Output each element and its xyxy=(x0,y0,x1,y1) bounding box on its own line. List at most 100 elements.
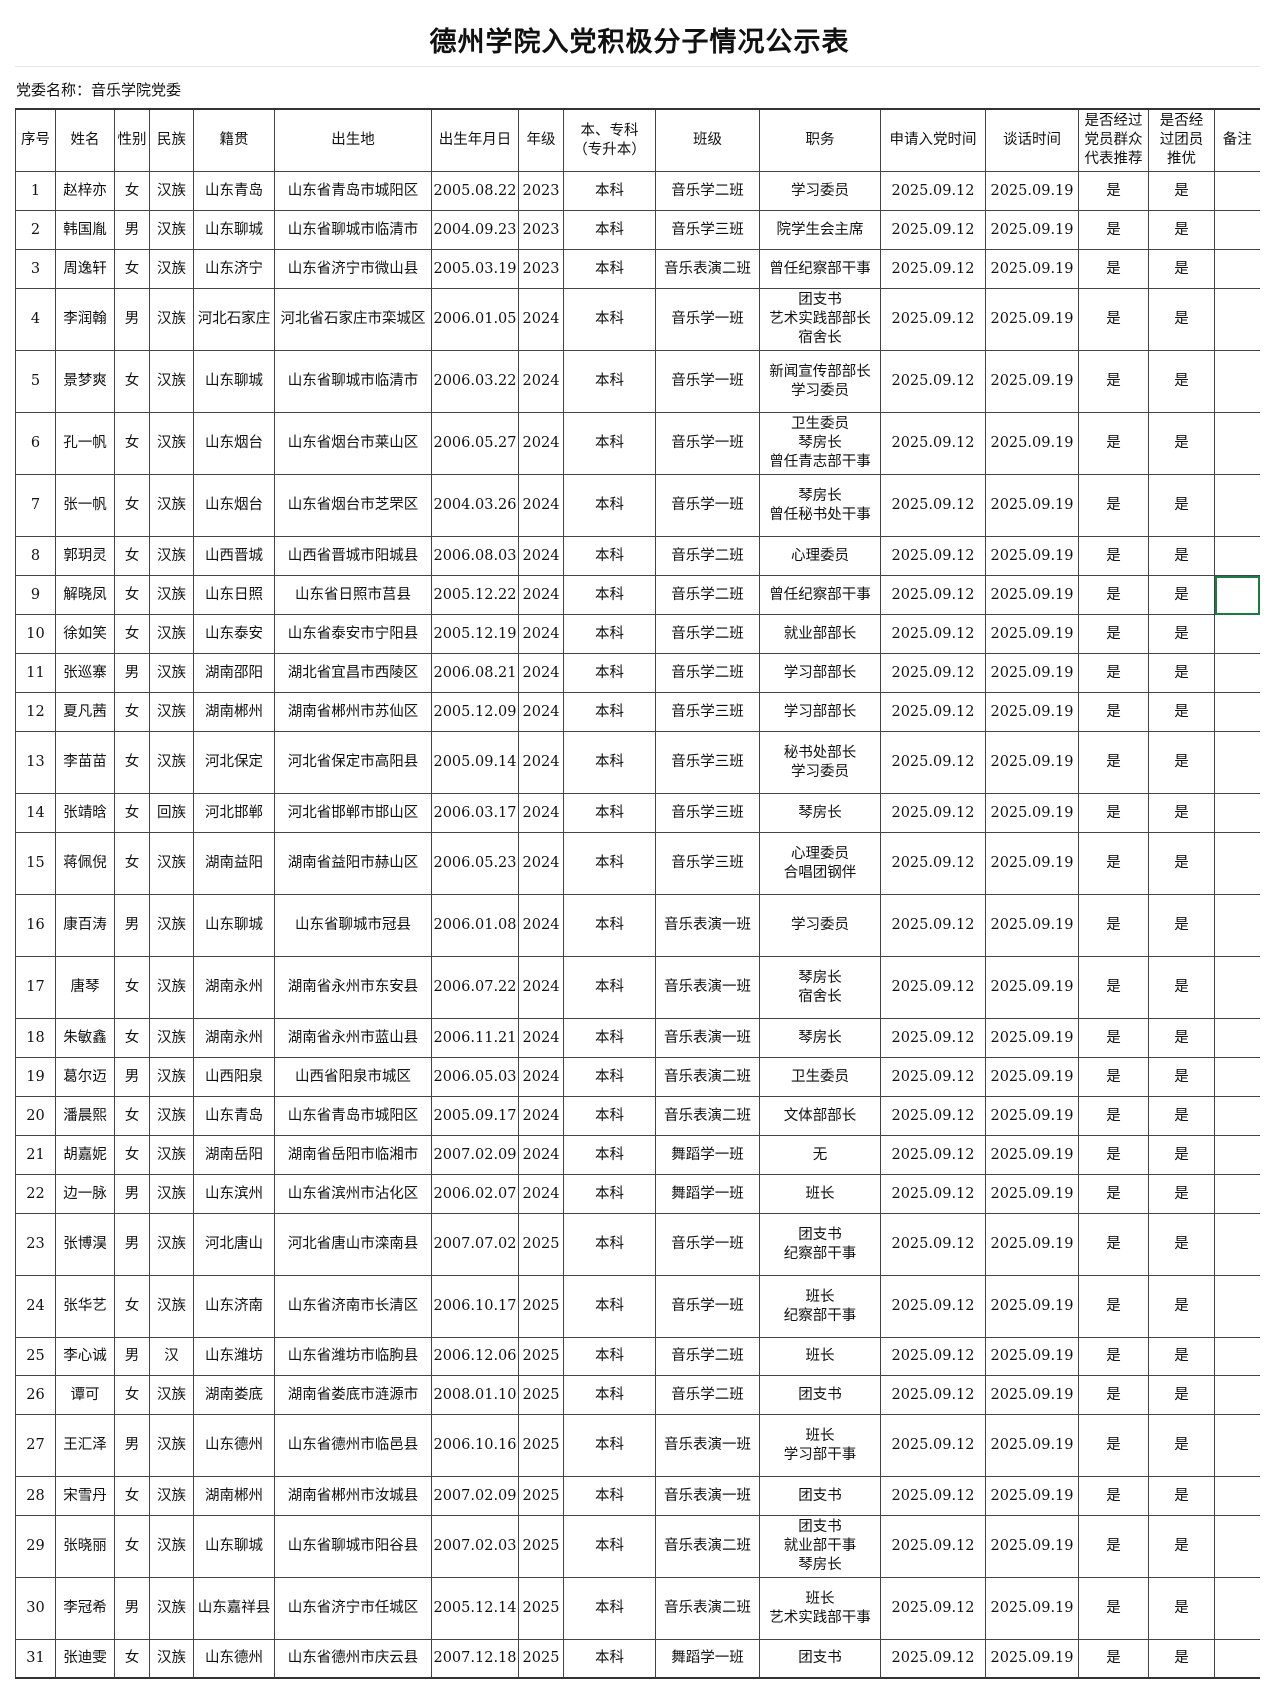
cell-degree-level[interactable]: 本科 xyxy=(563,575,656,615)
cell-position[interactable]: 琴房长 xyxy=(759,793,881,833)
cell-position[interactable]: 卫生委员 xyxy=(759,1057,881,1097)
cell-birthplace[interactable]: 山西省阳泉市城区 xyxy=(274,1057,432,1097)
cell-name[interactable]: 周逸轩 xyxy=(55,249,115,289)
cell-native-place[interactable]: 山东聊城 xyxy=(193,210,275,250)
cell-class[interactable]: 音乐学一班 xyxy=(655,412,760,475)
cell-application-date[interactable]: 2025.09.12 xyxy=(880,1515,986,1578)
cell-interview-date[interactable]: 2025.09.19 xyxy=(985,832,1079,895)
cell-birth-date[interactable]: 2005.12.19 xyxy=(431,614,519,654)
cell-birth-date[interactable]: 2004.03.26 xyxy=(431,474,519,537)
cell-birthplace[interactable]: 山东省潍坊市临朐县 xyxy=(274,1337,432,1376)
cell-position[interactable]: 团支书 xyxy=(759,1375,881,1415)
cell-interview-date[interactable]: 2025.09.19 xyxy=(985,692,1079,732)
cell-gender[interactable]: 男 xyxy=(114,1414,150,1477)
cell-class[interactable]: 音乐表演一班 xyxy=(655,1476,760,1516)
cell-name[interactable]: 胡嘉妮 xyxy=(55,1135,115,1175)
cell-class[interactable]: 音乐学一班 xyxy=(655,1213,760,1276)
cell-interview-date[interactable]: 2025.09.19 xyxy=(985,1135,1079,1175)
column-header-ethnicity[interactable]: 民族 xyxy=(149,108,194,172)
cell-application-date[interactable]: 2025.09.12 xyxy=(880,956,986,1019)
cell-interview-date[interactable]: 2025.09.19 xyxy=(985,731,1079,794)
cell-application-date[interactable]: 2025.09.12 xyxy=(880,1577,986,1640)
cell-gender[interactable]: 女 xyxy=(114,832,150,895)
cell-degree-level[interactable]: 本科 xyxy=(563,1096,656,1136)
cell-class[interactable]: 音乐表演一班 xyxy=(655,956,760,1019)
cell-birthplace[interactable]: 湖南省永州市东安县 xyxy=(274,956,432,1019)
cell-name[interactable]: 唐琴 xyxy=(55,956,115,1019)
cell-league-recommendation[interactable]: 是 xyxy=(1148,412,1215,475)
cell-degree-level[interactable]: 本科 xyxy=(563,1375,656,1415)
cell-birthplace[interactable]: 湖南省永州市蓝山县 xyxy=(274,1018,432,1058)
cell-gender[interactable]: 女 xyxy=(114,1096,150,1136)
cell-index[interactable]: 25 xyxy=(15,1337,56,1376)
cell-birthplace[interactable]: 山东省烟台市芝罘区 xyxy=(274,474,432,537)
cell-remarks[interactable] xyxy=(1214,474,1260,537)
cell-league-recommendation[interactable]: 是 xyxy=(1148,1057,1215,1097)
cell-application-date[interactable]: 2025.09.12 xyxy=(880,1018,986,1058)
cell-native-place[interactable]: 湖南娄底 xyxy=(193,1375,275,1415)
cell-remarks[interactable] xyxy=(1214,731,1260,794)
cell-position[interactable]: 心理委员 合唱团钢伴 xyxy=(759,832,881,895)
cell-index[interactable]: 13 xyxy=(15,731,56,794)
cell-interview-date[interactable]: 2025.09.19 xyxy=(985,288,1079,351)
cell-mass-recommendation[interactable]: 是 xyxy=(1078,1375,1149,1415)
cell-ethnicity[interactable]: 汉族 xyxy=(149,731,194,794)
cell-ethnicity[interactable]: 汉族 xyxy=(149,1275,194,1338)
cell-gender[interactable]: 男 xyxy=(114,1577,150,1640)
cell-class[interactable]: 音乐表演二班 xyxy=(655,1096,760,1136)
cell-interview-date[interactable]: 2025.09.19 xyxy=(985,1515,1079,1578)
cell-position[interactable]: 新闻宣传部部长 学习委员 xyxy=(759,350,881,413)
cell-position[interactable]: 学习委员 xyxy=(759,894,881,957)
column-header-degree-level[interactable]: 本、专科 （专升本） xyxy=(563,108,656,172)
cell-mass-recommendation[interactable]: 是 xyxy=(1078,1018,1149,1058)
cell-birthplace[interactable]: 山东省德州市庆云县 xyxy=(274,1639,432,1679)
cell-application-date[interactable]: 2025.09.12 xyxy=(880,1135,986,1175)
cell-gender[interactable]: 女 xyxy=(114,956,150,1019)
cell-ethnicity[interactable]: 汉族 xyxy=(149,249,194,289)
cell-mass-recommendation[interactable]: 是 xyxy=(1078,575,1149,615)
cell-interview-date[interactable]: 2025.09.19 xyxy=(985,956,1079,1019)
cell-ethnicity[interactable]: 汉族 xyxy=(149,350,194,413)
cell-degree-level[interactable]: 本科 xyxy=(563,653,656,693)
cell-birthplace[interactable]: 山东省聊城市冠县 xyxy=(274,894,432,957)
cell-mass-recommendation[interactable]: 是 xyxy=(1078,1476,1149,1516)
cell-league-recommendation[interactable]: 是 xyxy=(1148,350,1215,413)
cell-native-place[interactable]: 湖南郴州 xyxy=(193,692,275,732)
cell-name[interactable]: 解晓凤 xyxy=(55,575,115,615)
cell-birth-date[interactable]: 2006.10.16 xyxy=(431,1414,519,1477)
cell-birthplace[interactable]: 山东省济宁市任城区 xyxy=(274,1577,432,1640)
cell-application-date[interactable]: 2025.09.12 xyxy=(880,692,986,732)
cell-index[interactable]: 8 xyxy=(15,536,56,576)
cell-remarks[interactable] xyxy=(1214,793,1260,833)
cell-mass-recommendation[interactable]: 是 xyxy=(1078,1275,1149,1338)
cell-index[interactable]: 18 xyxy=(15,1018,56,1058)
cell-native-place[interactable]: 河北石家庄 xyxy=(193,288,275,351)
cell-birthplace[interactable]: 山西省晋城市阳城县 xyxy=(274,536,432,576)
cell-class[interactable]: 音乐学一班 xyxy=(655,288,760,351)
cell-position[interactable]: 无 xyxy=(759,1135,881,1175)
cell-birthplace[interactable]: 山东省烟台市莱山区 xyxy=(274,412,432,475)
cell-degree-level[interactable]: 本科 xyxy=(563,793,656,833)
cell-degree-level[interactable]: 本科 xyxy=(563,288,656,351)
cell-interview-date[interactable]: 2025.09.19 xyxy=(985,249,1079,289)
cell-application-date[interactable]: 2025.09.12 xyxy=(880,894,986,957)
cell-class[interactable]: 音乐表演二班 xyxy=(655,249,760,289)
cell-birthplace[interactable]: 河北省石家庄市栾城区 xyxy=(274,288,432,351)
cell-class[interactable]: 音乐表演一班 xyxy=(655,1414,760,1477)
cell-birth-date[interactable]: 2005.08.22 xyxy=(431,171,519,211)
cell-class[interactable]: 音乐表演二班 xyxy=(655,1057,760,1097)
cell-league-recommendation[interactable]: 是 xyxy=(1148,956,1215,1019)
cell-index[interactable]: 5 xyxy=(15,350,56,413)
cell-gender[interactable]: 女 xyxy=(114,474,150,537)
cell-interview-date[interactable]: 2025.09.19 xyxy=(985,653,1079,693)
cell-league-recommendation[interactable]: 是 xyxy=(1148,171,1215,211)
cell-birthplace[interactable]: 山东省日照市莒县 xyxy=(274,575,432,615)
cell-league-recommendation[interactable]: 是 xyxy=(1148,1639,1215,1679)
cell-native-place[interactable]: 山东济南 xyxy=(193,1275,275,1338)
cell-native-place[interactable]: 山东聊城 xyxy=(193,894,275,957)
cell-interview-date[interactable]: 2025.09.19 xyxy=(985,536,1079,576)
cell-remarks[interactable] xyxy=(1214,1213,1260,1276)
cell-birth-date[interactable]: 2005.09.17 xyxy=(431,1096,519,1136)
cell-interview-date[interactable]: 2025.09.19 xyxy=(985,614,1079,654)
cell-native-place[interactable]: 河北唐山 xyxy=(193,1213,275,1276)
